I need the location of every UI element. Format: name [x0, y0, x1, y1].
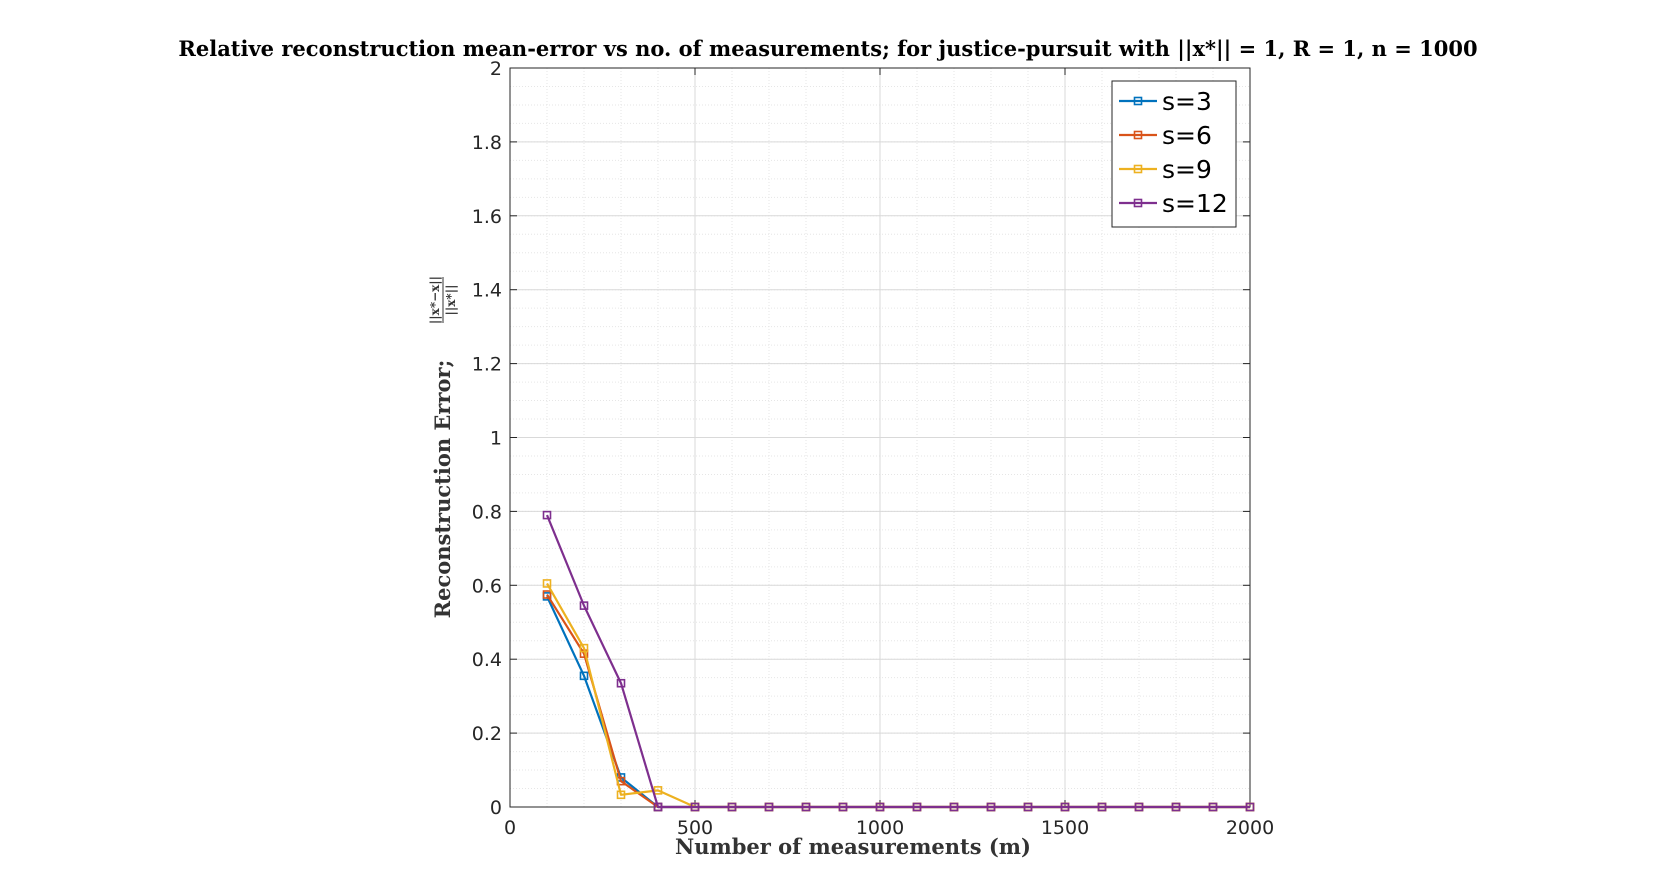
data-point	[1245, 802, 1255, 812]
legend-item: s=6	[1119, 121, 1212, 150]
data-point	[579, 601, 589, 610]
y-axis-label-numerator: ||x*−x||	[428, 276, 442, 324]
data-point	[542, 590, 552, 599]
data-point	[616, 790, 626, 800]
y-tick-label: 0.6	[472, 575, 502, 597]
data-point	[653, 802, 663, 812]
legend-item: s=12	[1119, 189, 1228, 218]
data-point	[1060, 802, 1070, 812]
legend-item: s=9	[1119, 155, 1212, 184]
data-point	[579, 671, 589, 681]
y-tick-label: 1.4	[472, 280, 502, 302]
legend-item: s=3	[1119, 87, 1212, 116]
legend: s=3 s=6 s=9 s=12	[1111, 80, 1237, 228]
y-tick-label: 0.4	[472, 649, 502, 671]
data-point	[1134, 802, 1144, 812]
series-lines	[542, 510, 1255, 812]
y-tick-label: 1	[490, 428, 502, 450]
legend-label: s=12	[1162, 189, 1228, 218]
data-point	[875, 802, 885, 812]
data-point	[1023, 802, 1033, 812]
chart-title: Relative reconstruction mean-error vs no…	[178, 36, 1477, 61]
legend-label: s=6	[1162, 121, 1212, 150]
legend-label: s=9	[1162, 155, 1212, 184]
data-point	[616, 678, 626, 688]
x-tick-label: 2000	[1226, 817, 1274, 839]
data-point	[579, 643, 589, 653]
series-4	[542, 510, 1255, 812]
y-tick-label: 2	[490, 58, 502, 80]
y-tick-label: 1.8	[472, 132, 502, 154]
series-line	[546, 582, 1250, 809]
y-tick-label: 0.2	[472, 723, 502, 745]
data-point	[690, 802, 700, 812]
series-line	[545, 514, 1250, 809]
series-line	[546, 593, 1250, 809]
legend-marker	[1133, 198, 1143, 208]
x-axis-label: Number of measurements (m)	[675, 834, 1031, 859]
data-point	[801, 802, 811, 812]
data-point	[727, 802, 737, 812]
y-tick-label: 0	[490, 797, 502, 819]
x-tick-label: 0	[504, 817, 516, 839]
series-line	[546, 595, 1250, 809]
legend-marker	[1133, 130, 1143, 140]
x-tick-label: 500	[677, 817, 713, 839]
data-point	[1208, 802, 1218, 812]
grid	[509, 67, 1251, 808]
y-tick-label: 1.6	[472, 206, 502, 228]
legend-marker	[1133, 164, 1143, 174]
data-point	[838, 802, 848, 812]
data-point	[653, 786, 663, 795]
x-tick-label: 1000	[856, 817, 904, 839]
x-tick-label: 1500	[1041, 817, 1089, 839]
legend-label: s=3	[1162, 87, 1212, 116]
y-axis-label-text: Reconstruction Error;	[430, 360, 455, 619]
axis-ticks: 0 500 1000 1500 2000 0 0.2 0.4 0.6 0.8 1 1.2 1.4 1.6 1…	[472, 58, 1274, 839]
y-tick-label: 0.8	[472, 501, 502, 523]
data-point	[764, 802, 774, 812]
data-point	[542, 579, 552, 588]
data-point	[912, 802, 922, 812]
data-point	[986, 802, 996, 812]
series-3	[542, 579, 1255, 812]
data-point	[1171, 802, 1181, 812]
y-axis-label: Reconstruction Error; ||x*−x|| ||x*||	[428, 276, 458, 618]
data-point	[949, 802, 959, 812]
data-point	[1097, 802, 1107, 812]
data-point	[542, 510, 552, 520]
y-tick-label: 1.2	[472, 354, 502, 376]
legend-marker	[1133, 96, 1143, 106]
y-axis-label-denominator: ||x*||	[444, 285, 458, 316]
